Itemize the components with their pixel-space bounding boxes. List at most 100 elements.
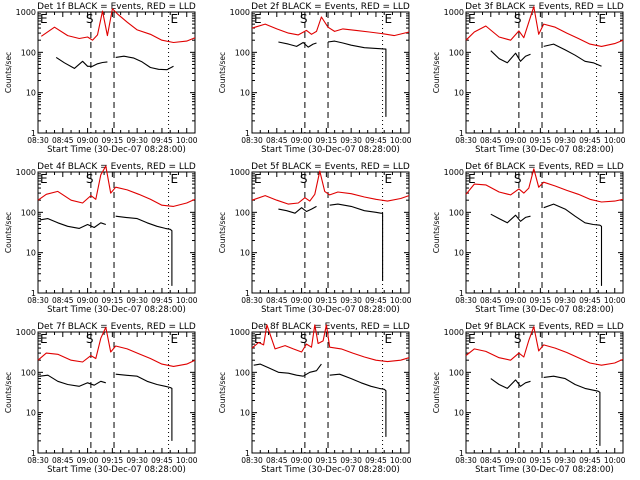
x-tick-label: 08:30 xyxy=(241,296,263,305)
series-line xyxy=(115,373,173,441)
x-tick-label: 09:45 xyxy=(151,296,173,305)
x-tick-label: 09:00 xyxy=(77,136,99,145)
x-tick-label: 09:15 xyxy=(102,296,124,305)
x-tick-label: 09:00 xyxy=(291,296,313,305)
y-axis-label: Counts/sec xyxy=(218,52,227,93)
event-marker-label: E xyxy=(468,172,476,186)
x-tick-label: 08:45 xyxy=(52,456,74,465)
y-tick-label: 100 xyxy=(21,208,36,217)
y-tick-label: 1 xyxy=(31,129,36,138)
event-marker-label: E xyxy=(254,332,262,346)
x-axis-label: Start Time (30-Dec-07 08:28:00) xyxy=(475,305,614,315)
y-tick-label: 1000 xyxy=(230,168,250,177)
x-tick-label: 09:30 xyxy=(554,456,576,465)
detector-panel-2: Det 2f BLACK = Events, RED = LLD 1 10 100 10… xyxy=(218,2,412,155)
y-axis-label: Counts/sec xyxy=(432,372,441,413)
x-tick-label: 10:00 xyxy=(176,296,198,305)
y-tick-label: 1 xyxy=(31,449,36,458)
y-tick-label: 1000 xyxy=(16,168,36,177)
y-axis-label: Counts/sec xyxy=(432,52,441,93)
x-tick-label: 08:45 xyxy=(266,296,288,305)
x-tick-label: 08:30 xyxy=(455,296,477,305)
series-line xyxy=(253,363,322,377)
series-line xyxy=(251,324,410,363)
x-tick-label: 09:45 xyxy=(365,456,387,465)
event-marker-label: E xyxy=(599,12,607,26)
y-tick-label: 100 xyxy=(235,48,250,57)
x-axis-label: Start Time (30-Dec-07 08:28:00) xyxy=(47,305,186,315)
panel-title: Det 3f BLACK = Events, RED = LLD xyxy=(465,2,624,12)
series-line xyxy=(55,56,108,69)
x-tick-label: 09:30 xyxy=(126,456,148,465)
x-tick-label: 09:15 xyxy=(316,456,338,465)
panel-title: Det 7f BLACK = Events, RED = LLD xyxy=(37,322,196,332)
x-tick-label: 09:45 xyxy=(365,296,387,305)
x-tick-label: 09:30 xyxy=(340,296,362,305)
x-tick-label: 09:00 xyxy=(291,456,313,465)
panel-title: Det 5f BLACK = Events, RED = LLD xyxy=(251,162,410,172)
series-line xyxy=(115,55,174,71)
y-tick-label: 100 xyxy=(235,368,250,377)
y-tick-label: 10 xyxy=(26,249,36,258)
event-marker-label: S xyxy=(514,332,522,346)
y-tick-label: 10 xyxy=(454,409,464,418)
x-tick-label: 08:45 xyxy=(52,136,74,145)
x-axis-label: Start Time (30-Dec-07 08:28:00) xyxy=(475,465,614,475)
y-tick-label: 1000 xyxy=(444,328,464,337)
series-line xyxy=(39,218,106,229)
x-tick-label: 08:45 xyxy=(52,296,74,305)
event-marker-label: E xyxy=(254,172,262,186)
x-tick-label: 08:30 xyxy=(27,136,49,145)
y-tick-label: 100 xyxy=(235,208,250,217)
y-tick-label: 10 xyxy=(240,89,250,98)
y-tick-label: 100 xyxy=(21,368,36,377)
x-tick-label: 08:30 xyxy=(27,296,49,305)
series-line xyxy=(490,213,531,224)
x-tick-label: 09:00 xyxy=(505,136,527,145)
y-tick-label: 1 xyxy=(459,449,464,458)
y-axis-label: Counts/sec xyxy=(4,212,13,253)
event-marker-label: E xyxy=(40,12,48,26)
event-marker-label: E xyxy=(40,332,48,346)
panel-title: Det 2f BLACK = Events, RED = LLD xyxy=(251,2,410,12)
event-marker-label: E xyxy=(171,172,179,186)
y-tick-label: 100 xyxy=(21,48,36,57)
series-line xyxy=(278,41,317,48)
x-tick-label: 10:00 xyxy=(390,296,412,305)
series-line xyxy=(327,40,387,117)
detector-panel-4: Det 4f BLACK = Events, RED = LLD 1 10 100 10… xyxy=(4,162,198,315)
event-marker-label: S xyxy=(300,12,308,26)
x-tick-label: 09:30 xyxy=(340,136,362,145)
event-marker-label: S xyxy=(300,332,308,346)
panel-title: Det 4f BLACK = Events, RED = LLD xyxy=(37,162,196,172)
panel-title: Det 9f BLACK = Events, RED = LLD xyxy=(465,322,624,332)
detector-panel-1: Det 1f BLACK = Events, RED = LLD 1 10 100 10… xyxy=(4,2,198,155)
x-tick-label: 08:30 xyxy=(241,456,263,465)
series-line xyxy=(251,170,410,205)
x-tick-label: 09:00 xyxy=(505,296,527,305)
x-tick-label: 10:00 xyxy=(176,136,198,145)
detector-panel-6: Det 6f BLACK = Events, RED = LLD 1 10 100 10… xyxy=(432,162,626,315)
x-tick-label: 09:15 xyxy=(316,296,338,305)
x-axis-label: Start Time (30-Dec-07 08:28:00) xyxy=(47,465,186,475)
y-tick-label: 10 xyxy=(26,409,36,418)
detector-panel-3: Det 3f BLACK = Events, RED = LLD 1 10 100 10… xyxy=(432,2,626,155)
x-tick-label: 09:30 xyxy=(554,136,576,145)
event-marker-label: S xyxy=(514,172,522,186)
panel-title: Det 1f BLACK = Events, RED = LLD xyxy=(37,2,196,12)
x-axis-label: Start Time (30-Dec-07 08:28:00) xyxy=(475,145,614,155)
event-marker-label: E xyxy=(385,12,393,26)
series-line xyxy=(329,373,387,437)
x-tick-label: 09:45 xyxy=(151,456,173,465)
x-tick-label: 09:45 xyxy=(579,296,601,305)
x-tick-label: 09:00 xyxy=(505,456,527,465)
event-marker-label: E xyxy=(254,12,262,26)
x-tick-label: 10:00 xyxy=(604,296,626,305)
x-tick-label: 09:30 xyxy=(126,136,148,145)
y-tick-label: 10 xyxy=(240,409,250,418)
x-tick-label: 10:00 xyxy=(390,456,412,465)
series-line xyxy=(278,205,317,214)
event-marker-label: E xyxy=(385,332,393,346)
